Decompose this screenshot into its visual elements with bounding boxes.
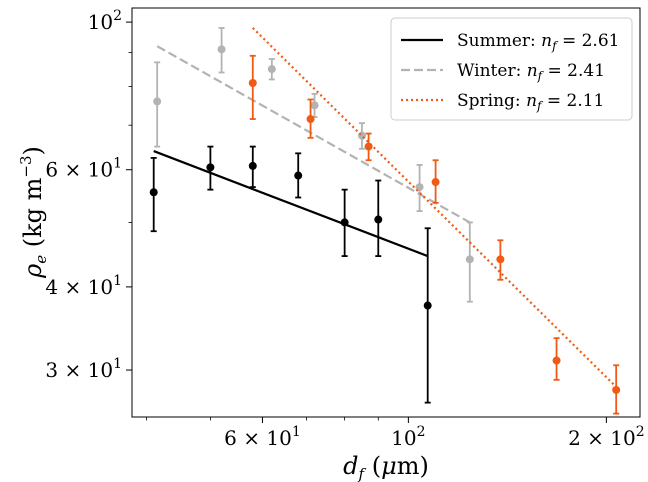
y-tick-label: 102 bbox=[88, 8, 122, 34]
error-bar bbox=[424, 227, 431, 404]
y-tick-label: 4 × 101 bbox=[45, 273, 122, 299]
x-tick-label: 2 × 102 bbox=[568, 424, 645, 450]
data-point bbox=[374, 215, 383, 224]
legend: Summer: nf = 2.61 Winter: nf = 2.41 Spring… bbox=[390, 17, 633, 121]
legend-entry-winter: Winter: nf = 2.41 bbox=[401, 61, 605, 83]
data-point bbox=[340, 218, 349, 227]
data-point bbox=[153, 97, 162, 106]
data-point bbox=[310, 101, 319, 110]
data-point bbox=[415, 183, 424, 192]
data-layer bbox=[149, 27, 621, 415]
data-point bbox=[306, 115, 315, 124]
fit-line-winter bbox=[156, 45, 471, 224]
data-point bbox=[423, 301, 432, 310]
y-axis-title: ρe (kg m−3) bbox=[17, 146, 50, 279]
data-point bbox=[465, 255, 474, 264]
data-point bbox=[496, 255, 505, 264]
y-axis-label: ρe (kg m−3) bbox=[17, 146, 50, 279]
series-summer bbox=[149, 145, 432, 404]
x-tick-label: 102 bbox=[391, 424, 425, 450]
legend-label: Summer: nf = 2.61 bbox=[457, 31, 619, 53]
error-bar bbox=[249, 54, 256, 120]
data-point bbox=[267, 65, 276, 74]
series-winter bbox=[153, 27, 474, 303]
data-point bbox=[248, 78, 257, 87]
data-point bbox=[612, 385, 621, 394]
data-point bbox=[149, 188, 158, 197]
legend-entry-summer: Summer: nf = 2.61 bbox=[401, 31, 619, 53]
data-point bbox=[248, 161, 257, 170]
plot-frame bbox=[131, 7, 641, 418]
fit-line-spring bbox=[252, 27, 617, 388]
data-point bbox=[552, 356, 561, 365]
series-spring bbox=[248, 27, 621, 415]
legend-label: Spring: nf = 2.11 bbox=[457, 91, 604, 113]
x-axis-title: df (μm) bbox=[343, 452, 429, 482]
data-point bbox=[217, 45, 226, 54]
x-tick-label: 6 × 101 bbox=[224, 424, 301, 450]
legend-box bbox=[390, 17, 633, 121]
data-point bbox=[431, 178, 440, 187]
legend-entry-spring: Spring: nf = 2.11 bbox=[401, 91, 604, 113]
data-point bbox=[206, 163, 215, 172]
axis-ticks: 6 × 101 102 2 × 102 3 × 101 4 × 101 6 × 101 10… bbox=[45, 8, 644, 450]
data-point bbox=[357, 131, 366, 140]
data-point bbox=[364, 142, 373, 151]
legend-label: Winter: nf = 2.41 bbox=[457, 61, 605, 83]
y-tick-label: 3 × 101 bbox=[45, 356, 122, 382]
y-tick-label: 6 × 101 bbox=[45, 156, 122, 182]
data-point bbox=[294, 171, 303, 180]
fit-line-summer bbox=[153, 150, 429, 258]
x-axis-label: df (μm) bbox=[343, 452, 429, 482]
